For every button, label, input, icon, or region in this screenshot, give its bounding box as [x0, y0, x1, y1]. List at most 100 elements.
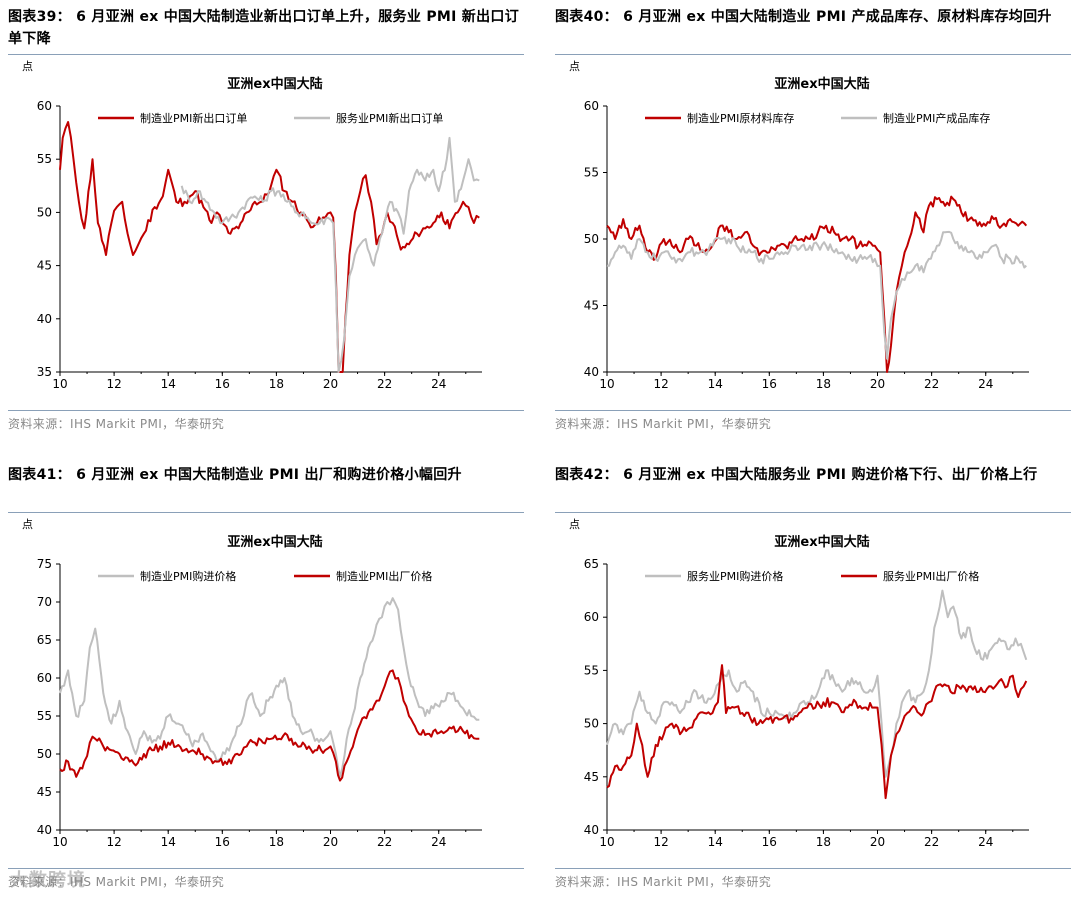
legend-label-1: 服务业PMI购进价格 [687, 569, 783, 583]
legend-label-2: 服务业PMI出厂价格 [883, 569, 979, 583]
title-divider [8, 54, 524, 55]
x-tick-label: 10 [52, 835, 67, 849]
x-tick-label: 10 [599, 377, 614, 391]
source-note: 资料来源：IHS Markit PMI，华泰研究 [8, 417, 225, 431]
y-unit-label: 点 [22, 518, 33, 531]
legend-label-1: 制造业PMI原材料库存 [687, 111, 794, 125]
figure-title: 图表41： 6 月亚洲 ex 中国大陆制造业 PMI 出厂和购进价格小幅回升 [8, 467, 462, 483]
source-note: 资料来源：IHS Markit PMI，华泰研究 [8, 875, 225, 889]
x-tick-label: 24 [431, 835, 446, 849]
y-tick-label: 55 [37, 709, 52, 723]
x-tick-label: 18 [816, 835, 831, 849]
title-divider [555, 54, 1071, 55]
x-tick-label: 20 [870, 377, 885, 391]
chart-title: 亚洲ex中国大陆 [774, 76, 869, 92]
y-tick-label: 35 [37, 365, 52, 379]
chart-title: 亚洲ex中国大陆 [227, 76, 322, 92]
source-divider [555, 868, 1071, 869]
x-tick-label: 22 [377, 377, 392, 391]
series-line-1 [606, 195, 1028, 373]
x-tick-label: 16 [762, 377, 777, 391]
x-tick-label: 18 [269, 377, 284, 391]
figure-title: 图表42： 6 月亚洲 ex 中国大陆服务业 PMI 购进价格下行、出厂价格上行 [555, 467, 1038, 483]
chart-title: 亚洲ex中国大陆 [774, 534, 869, 550]
y-tick-label: 60 [584, 610, 599, 624]
x-tick-label: 18 [816, 377, 831, 391]
x-tick-label: 22 [924, 377, 939, 391]
y-tick-label: 55 [584, 166, 599, 180]
source-note: 资料来源：IHS Markit PMI，华泰研究 [555, 875, 772, 889]
y-tick-label: 60 [37, 99, 52, 113]
x-tick-label: 14 [708, 377, 723, 391]
figure-title: 图表39： 6 月亚洲 ex 中国大陆制造业新出口订单上升，服务业 PMI 新出… [8, 9, 519, 47]
figure-title: 图表40： 6 月亚洲 ex 中国大陆制造业 PMI 产成品库存、原材料库存均回… [555, 9, 1052, 25]
x-tick-label: 22 [924, 835, 939, 849]
y-tick-label: 50 [584, 232, 599, 246]
y-tick-label: 55 [584, 663, 599, 677]
legend-label-1: 制造业PMI购进价格 [140, 569, 236, 583]
x-tick-label: 16 [762, 835, 777, 849]
legend-label-1: 制造业PMI新出口订单 [140, 111, 247, 125]
series-line-2 [606, 230, 1027, 360]
x-tick-label: 18 [269, 835, 284, 849]
title-divider [8, 512, 524, 513]
x-tick-label: 22 [377, 835, 392, 849]
legend-label-2: 服务业PMI新出口订单 [336, 111, 443, 125]
series-line-1 [606, 589, 1028, 778]
figure-41: 图表41： 6 月亚洲 ex 中国大陆制造业 PMI 出厂和购进价格小幅回升 点… [8, 458, 524, 898]
title-divider [555, 512, 1071, 513]
x-tick-label: 24 [431, 377, 446, 391]
x-tick-label: 24 [978, 835, 993, 849]
x-tick-label: 24 [978, 377, 993, 391]
x-tick-label: 12 [106, 835, 121, 849]
y-tick-label: 45 [584, 299, 599, 313]
y-unit-label: 点 [569, 518, 580, 531]
source-divider [555, 410, 1071, 411]
y-unit-label: 点 [569, 60, 580, 73]
y-tick-label: 50 [37, 205, 52, 219]
series-line-2 [59, 669, 480, 782]
x-tick-label: 16 [215, 377, 230, 391]
x-tick-label: 12 [106, 377, 121, 391]
x-tick-label: 14 [161, 835, 176, 849]
x-tick-label: 16 [215, 835, 230, 849]
y-tick-label: 70 [37, 595, 52, 609]
source-divider [8, 410, 524, 411]
x-tick-label: 20 [870, 835, 885, 849]
chart-title: 亚洲ex中国大陆 [227, 534, 322, 550]
y-tick-label: 40 [584, 823, 599, 837]
x-tick-label: 10 [52, 377, 67, 391]
y-tick-label: 60 [37, 671, 52, 685]
y-tick-label: 50 [584, 717, 599, 731]
x-tick-label: 12 [653, 377, 668, 391]
x-tick-label: 14 [708, 835, 723, 849]
figure-42: 图表42： 6 月亚洲 ex 中国大陆服务业 PMI 购进价格下行、出厂价格上行… [555, 458, 1071, 898]
y-tick-label: 55 [37, 152, 52, 166]
x-tick-label: 14 [161, 377, 176, 391]
y-tick-label: 40 [37, 823, 52, 837]
y-tick-label: 60 [584, 99, 599, 113]
x-tick-label: 12 [653, 835, 668, 849]
series-line-1 [59, 121, 480, 373]
source-note: 资料来源：IHS Markit PMI，华泰研究 [555, 417, 772, 431]
y-tick-label: 45 [584, 770, 599, 784]
figure-40: 图表40： 6 月亚洲 ex 中国大陆制造业 PMI 产成品库存、原材料库存均回… [555, 0, 1071, 440]
x-tick-label: 10 [599, 835, 614, 849]
figure-39: 图表39： 6 月亚洲 ex 中国大陆制造业新出口订单上升，服务业 PMI 新出… [8, 0, 524, 440]
legend-label-2: 制造业PMI产成品库存 [883, 111, 990, 125]
y-tick-label: 40 [584, 365, 599, 379]
y-tick-label: 45 [37, 259, 52, 273]
series-line-2 [606, 664, 1028, 800]
y-tick-label: 65 [584, 557, 599, 571]
y-tick-label: 75 [37, 557, 52, 571]
legend-label-2: 制造业PMI出厂价格 [336, 569, 432, 583]
x-tick-label: 20 [323, 835, 338, 849]
series-line-1 [59, 597, 480, 778]
watermark-logo: 大数跨境 [10, 870, 86, 891]
y-unit-label: 点 [22, 60, 33, 73]
y-tick-label: 65 [37, 633, 52, 647]
